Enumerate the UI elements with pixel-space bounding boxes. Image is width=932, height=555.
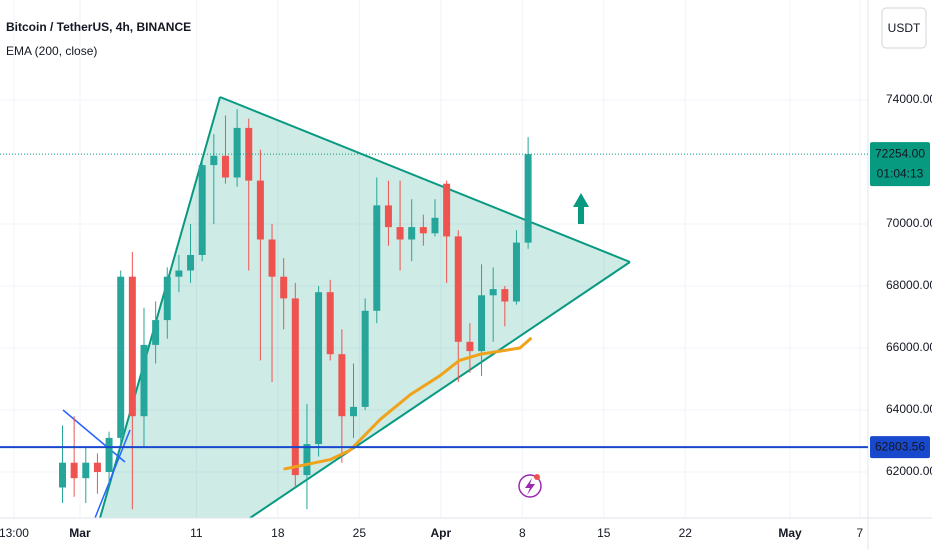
- candle-body: [163, 276, 171, 321]
- candle-body: [152, 320, 160, 345]
- x-tick-label: 7: [857, 526, 864, 540]
- y-tick-label: 74000.00: [886, 92, 932, 106]
- x-tick-label: May: [778, 526, 802, 540]
- candle-body: [373, 205, 381, 311]
- candle-body: [501, 289, 509, 302]
- candle-body: [59, 462, 66, 488]
- candle-body: [478, 295, 486, 352]
- y-tick-label: 66000.00: [886, 340, 932, 354]
- candle-body: [245, 127, 253, 181]
- candle-body: [315, 292, 323, 445]
- last-price-badge: [870, 142, 930, 187]
- x-tick-label: Apr: [430, 526, 451, 540]
- candle-body: [419, 227, 427, 234]
- x-tick-label: 18: [271, 526, 285, 540]
- candle-body: [140, 344, 148, 417]
- candle-body: [93, 462, 101, 472]
- y-tick-label: 70000.00: [886, 216, 932, 230]
- candle-body: [326, 292, 334, 355]
- candle-body: [350, 406, 358, 417]
- candle-body: [221, 155, 229, 178]
- candle-body: [454, 236, 462, 342]
- event-icon: [518, 474, 542, 498]
- indicator-label: EMA (200, close): [6, 44, 97, 58]
- candle-body: [291, 298, 299, 476]
- x-tick-label: Mar: [69, 526, 91, 540]
- candle-body: [338, 354, 346, 417]
- y-tick-label: 68000.00: [886, 278, 932, 292]
- candle-body: [175, 270, 183, 277]
- x-tick-label: 11: [190, 526, 203, 540]
- candle-body: [105, 437, 113, 472]
- x-tick-label: 8: [519, 526, 526, 540]
- countdown-label: 01:04:13: [877, 166, 924, 180]
- level-badge: [870, 436, 930, 459]
- currency-label[interactable]: USDT: [888, 21, 921, 35]
- candle-body: [82, 462, 90, 479]
- candle-body: [198, 165, 206, 256]
- candle-body: [210, 155, 218, 166]
- last-price-label: 72254.00: [875, 146, 925, 160]
- candle-body: [233, 127, 241, 178]
- candle-body: [524, 154, 532, 243]
- candle-body: [512, 242, 520, 302]
- candle-body: [489, 289, 497, 296]
- candle-body: [187, 255, 195, 271]
- candle-body: [443, 183, 451, 237]
- candle-body: [466, 341, 474, 352]
- candle-body: [70, 462, 78, 479]
- candle-body: [128, 276, 136, 417]
- x-tick-label: 15: [597, 526, 611, 540]
- trend-line: [62, 409, 126, 463]
- trend-line: [94, 429, 131, 518]
- trend-line: [219, 96, 631, 263]
- candle-body: [303, 444, 311, 476]
- x-tick-label: 13:00: [0, 526, 29, 540]
- currency-button[interactable]: [881, 7, 927, 49]
- x-tick-label: 25: [353, 526, 367, 540]
- y-tick-label: 62000.00: [886, 464, 932, 478]
- candle-body: [117, 276, 125, 438]
- candle-body: [396, 227, 404, 240]
- candle-body: [384, 205, 392, 228]
- plot: [59, 109, 532, 510]
- candle-body: [280, 276, 288, 299]
- y-tick-label: 64000.00: [886, 402, 932, 416]
- drawings: [62, 96, 631, 518]
- chart-title: Bitcoin / TetherUS, 4h, BINANCE: [6, 20, 191, 34]
- x-tick-label: 22: [679, 526, 693, 540]
- candle-body: [256, 180, 264, 240]
- ema-line: [283, 337, 532, 471]
- candle-body: [268, 239, 276, 277]
- trend-line: [249, 261, 631, 518]
- up-arrow: [573, 193, 589, 224]
- candle-body: [408, 227, 416, 240]
- level-label: 62803.56: [875, 439, 925, 453]
- candle-body: [431, 217, 439, 234]
- candle-body: [361, 310, 369, 407]
